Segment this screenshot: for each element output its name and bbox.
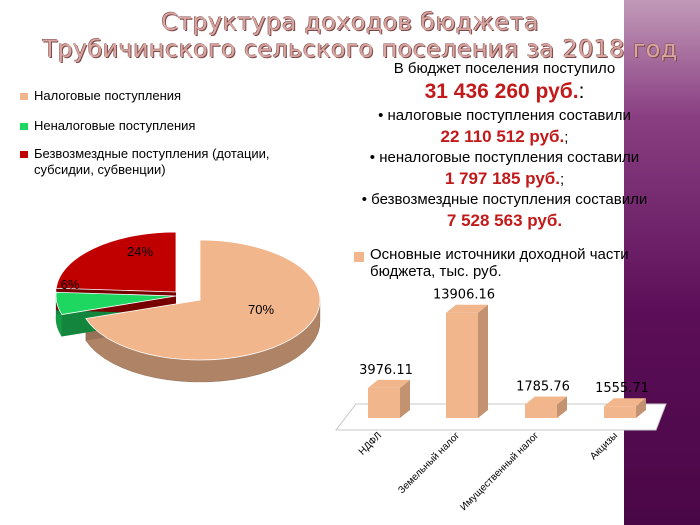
bar-legend: Основные источники доходной части бюджет… — [354, 246, 654, 280]
bar-front-3 — [604, 406, 636, 418]
bar-value-label-2: 1785.76 — [516, 379, 570, 394]
summary-nontax-amount: 1 797 185 руб. — [444, 169, 561, 188]
bar-legend-swatch — [354, 252, 364, 262]
summary-tax-amount: 22 110 512 руб. — [440, 127, 565, 146]
bar-front-0 — [368, 387, 400, 418]
legend-item-grants: Безвозмездные поступления (дотации, субс… — [20, 146, 310, 178]
summary-nontax-text: • неналоговые поступления составили — [369, 149, 640, 166]
bar-floor — [334, 403, 667, 431]
summary-nontax-line: 1 797 185 руб.; — [322, 168, 687, 189]
budget-summary: В бюджет поселения поступило 31 436 260 … — [322, 58, 687, 231]
bar-top-1 — [446, 304, 488, 313]
bar-value-label-1: 13906.16 — [433, 288, 495, 303]
bar-category-label-0: НДФЛ — [357, 430, 384, 457]
pie-label-2: 24% — [127, 244, 153, 259]
legend-item-tax: Налоговые поступления — [20, 88, 181, 104]
legend-swatch-tax — [20, 93, 28, 100]
bar-value-label-0: 3976.11 — [359, 363, 413, 378]
bar-side-3 — [636, 398, 646, 418]
summary-total-line: 31 436 260 руб.: — [322, 79, 687, 105]
summary-total-suffix: : — [578, 80, 585, 103]
bar-value-label-3: 1555.71 — [595, 381, 649, 396]
pie-label-1: 6% — [61, 277, 80, 292]
summary-grant-line: 7 528 563 руб. — [322, 210, 687, 231]
pie-slice-0 — [85, 239, 321, 361]
summary-grant-text: • безвозмездные поступления составили — [361, 191, 648, 208]
bar-side-2 — [557, 396, 567, 418]
summary-tax-suffix: ; — [564, 129, 569, 146]
bar-category-label-2: Имущественный налог — [458, 430, 541, 513]
bar-category-label-1: Земельный налог — [396, 430, 462, 496]
summary-tax-text: • налоговые поступления составили — [378, 107, 631, 124]
decorative-side-band — [624, 0, 700, 525]
bar-top-3 — [604, 398, 646, 407]
bar-legend-label: Основные источники доходной части бюджет… — [370, 246, 629, 280]
page-title-line2: Трубичинского сельского поселения за 201… — [42, 35, 678, 63]
legend-item-nontax: Неналоговые поступления — [20, 118, 195, 134]
summary-intro: В бюджет поселения поступило — [393, 60, 616, 77]
pie-label-0: 70% — [248, 302, 274, 317]
bar-side-0 — [400, 379, 410, 418]
bar-top-2 — [525, 396, 567, 405]
legend-swatch-nontax — [20, 123, 28, 130]
summary-nontax-suffix: ; — [560, 171, 565, 188]
bar-top-0 — [368, 379, 410, 388]
pie-slice-1 — [55, 291, 177, 315]
legend-label-grants: Безвозмездные поступления (дотации, субс… — [34, 146, 270, 177]
legend-label-nontax: Неналоговые поступления — [34, 118, 196, 133]
legend-label-tax: Налоговые поступления — [34, 88, 182, 103]
bar-side-1 — [478, 304, 488, 418]
summary-total: 31 436 260 руб. — [424, 80, 579, 103]
page-title-line1: Структура доходов бюджета — [161, 8, 539, 36]
summary-tax-line: 22 110 512 руб.; — [322, 126, 687, 147]
pie-slice-2 — [55, 231, 177, 293]
bar-front-2 — [525, 404, 557, 418]
bar-front-1 — [446, 312, 478, 418]
bar-category-label-3: Акцизы — [588, 430, 620, 462]
summary-grant-amount: 7 528 563 руб. — [446, 211, 563, 230]
legend-swatch-grants — [20, 151, 28, 158]
